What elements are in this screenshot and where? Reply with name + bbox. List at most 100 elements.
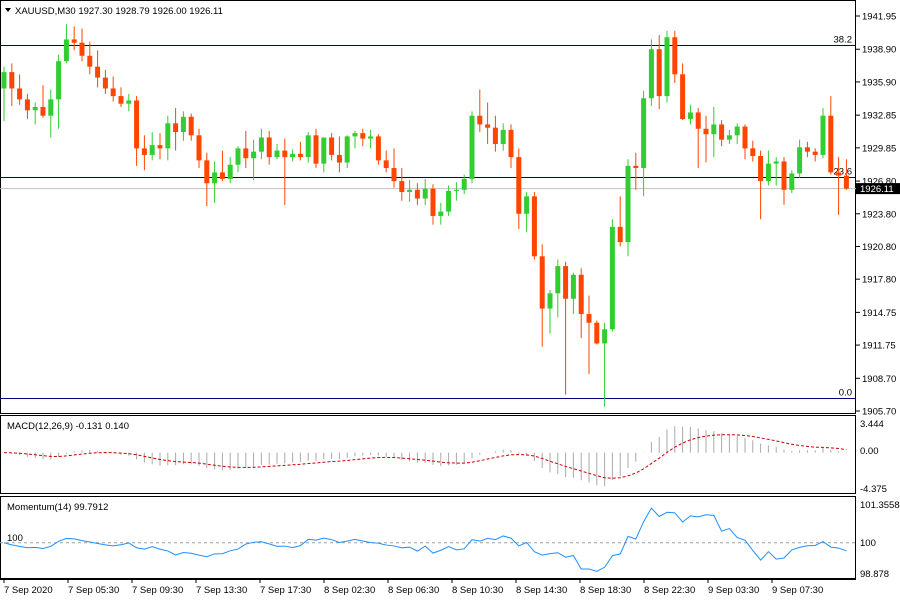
bull-candle <box>648 49 654 99</box>
bear-candle <box>430 188 436 216</box>
bear-candle <box>594 322 600 344</box>
bull-candle <box>438 211 444 216</box>
bull-candle <box>765 163 771 182</box>
bull-candle <box>789 173 795 190</box>
bear-candle <box>266 137 272 158</box>
bull-candle <box>56 61 62 100</box>
bear-candle <box>719 124 725 140</box>
momentum-tick-mid: 100 <box>860 538 876 549</box>
bear-candle <box>531 196 537 257</box>
bear-candle <box>578 274 584 315</box>
bear-candle <box>563 266 569 299</box>
momentum-tick-high: 101.3558 <box>860 500 900 511</box>
price-tick-label: 1926.80 <box>862 177 896 188</box>
time-axis: 7 Sep 2020 7 Sep 05:30 7 Sep 09:30 7 Sep 13… <box>3 579 823 596</box>
bull-candle <box>407 189 413 192</box>
fib-level-label: 38.2 <box>834 35 853 46</box>
fibonacci-levels[interactable]: 38.2 23.6 0.0 <box>0 35 856 399</box>
price-tick-label: 1920.80 <box>862 242 896 253</box>
bear-candle <box>414 189 420 199</box>
macd-tick-low: -4.375 <box>860 484 887 495</box>
time-tick-label: 8 Sep 18:30 <box>580 585 631 596</box>
bull-candle <box>180 116 186 133</box>
macd-indicator <box>3 426 847 487</box>
time-tick-label: 9 Sep 07:30 <box>772 585 823 596</box>
price-tick-label: 1932.85 <box>862 111 896 122</box>
bear-candle <box>383 160 389 169</box>
bear-candle <box>204 160 210 184</box>
dropdown-triangle-icon[interactable] <box>5 8 11 12</box>
bull-candle <box>212 172 218 184</box>
bull-candle <box>500 129 506 145</box>
bear-candle <box>672 37 678 75</box>
bull-candle <box>48 99 54 116</box>
momentum-level-label: 100 <box>7 533 23 544</box>
bear-candle <box>71 39 77 43</box>
bear-candle <box>492 127 498 145</box>
symbol-info: XAUUSD,M30 1927.30 1928.79 1926.00 1926.… <box>15 6 223 17</box>
price-tick-label: 1938.90 <box>862 45 896 56</box>
bull-candle <box>461 178 467 190</box>
time-tick-label: 7 Sep 17:30 <box>260 585 311 596</box>
bear-candle <box>375 136 381 161</box>
bear-candle <box>188 116 194 136</box>
time-tick-label: 7 Sep 13:30 <box>196 585 247 596</box>
bull-candle <box>321 137 327 164</box>
bull-candle <box>305 135 311 158</box>
price-tick-label: 1917.80 <box>862 275 896 286</box>
bear-candle <box>24 99 30 111</box>
bear-candle <box>633 165 639 169</box>
bull-candle <box>422 188 428 199</box>
bear-candle <box>804 147 810 152</box>
macd-signal-line <box>3 434 847 479</box>
bear-candle <box>173 123 179 133</box>
bear-candle <box>758 156 764 182</box>
bear-candle <box>812 151 818 155</box>
bear-candle <box>695 112 701 129</box>
bull-candle <box>1 72 7 89</box>
bull-candle <box>453 189 459 191</box>
bear-candle <box>360 133 366 139</box>
bull-candle <box>126 100 132 104</box>
bull-candle <box>352 133 358 137</box>
time-tick-label: 8 Sep 06:30 <box>388 585 439 596</box>
bull-candle <box>274 150 280 158</box>
bear-candle <box>118 96 124 104</box>
bull-candle <box>773 161 779 164</box>
bull-candle <box>687 112 693 119</box>
price-tick-label: 1908.70 <box>862 374 896 385</box>
bear-candle <box>586 314 592 323</box>
bull-candle <box>227 164 233 179</box>
bear-candle <box>87 55 93 67</box>
bull-candle <box>625 165 631 243</box>
candlestick-series <box>1 24 849 407</box>
fib-level-label: 0.0 <box>839 388 852 399</box>
bear-candle <box>329 137 335 155</box>
bear-candle <box>617 226 623 243</box>
bear-candle <box>79 42 85 56</box>
price-tick-label: 1935.90 <box>862 77 896 88</box>
bear-candle <box>110 88 116 97</box>
time-tick-label: 7 Sep 2020 <box>4 585 53 596</box>
time-tick-label: 8 Sep 14:30 <box>516 585 567 596</box>
bull-candle <box>446 190 452 212</box>
bull-candle <box>524 196 530 214</box>
current-price-tag <box>856 183 900 195</box>
bull-candle <box>555 266 561 294</box>
bear-candle <box>95 66 101 78</box>
bear-candle <box>134 100 140 149</box>
bull-candle <box>726 135 732 140</box>
bear-candle <box>828 115 834 173</box>
price-axis: 1941.95 1938.90 1935.90 1932.85 1929.85 1926.… <box>856 12 896 418</box>
bull-candle <box>820 115 826 155</box>
bull-candle <box>344 136 350 163</box>
bull-candle <box>570 274 576 299</box>
bear-candle <box>102 77 108 89</box>
bull-candle <box>258 137 264 152</box>
fib-level-label: 23.6 <box>834 167 853 178</box>
bear-candle <box>391 168 397 182</box>
momentum-line <box>3 507 847 572</box>
momentum-tick-low: 98.878 <box>860 569 889 580</box>
bull-candle <box>609 226 615 330</box>
